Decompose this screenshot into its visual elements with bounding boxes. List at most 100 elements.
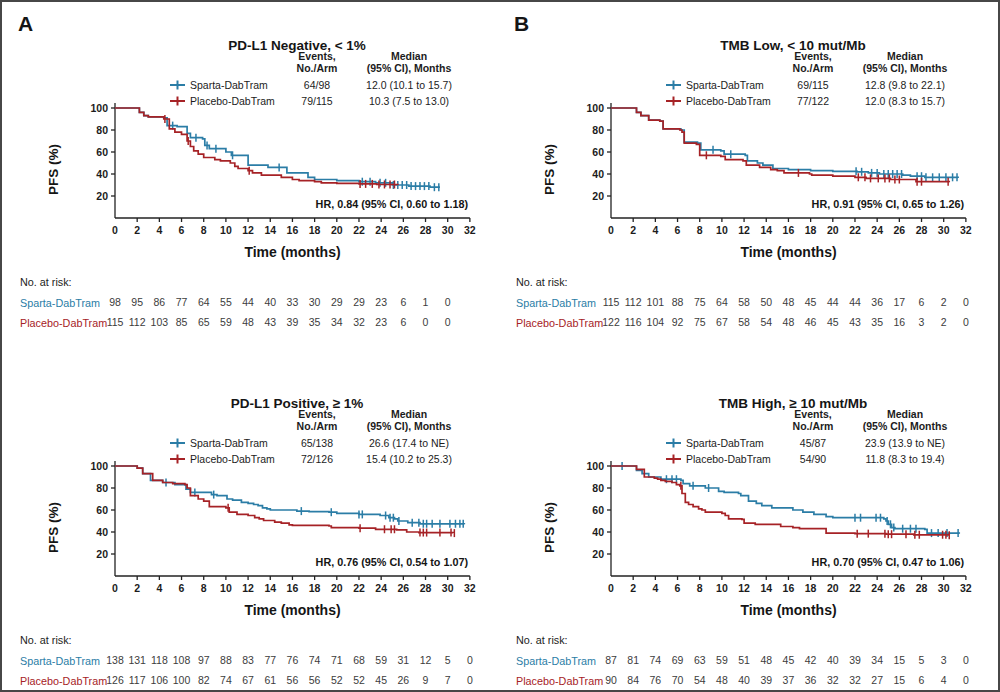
risk-number: 6 [919, 674, 925, 686]
risk-number: 92 [672, 316, 684, 328]
hazard-ratio-annotation: HR, 0.70 (95% CI, 0.47 to 1.06) [812, 556, 964, 568]
risk-number: 116 [625, 316, 642, 328]
risk-row-numbers: 98958677645544403330292923610 [85, 295, 490, 311]
risk-number: 12 [420, 654, 432, 666]
risk-number: 81 [627, 654, 639, 666]
x-tick-label: 26 [397, 224, 409, 236]
hazard-ratio-annotation: HR, 0.84 (95% CI, 0.60 to 1.18) [316, 198, 468, 210]
risk-number: 44 [827, 296, 839, 308]
risk-number: 115 [107, 316, 124, 328]
x-tick-label: 2 [630, 582, 636, 594]
risk-number: 45 [783, 654, 795, 666]
risk-number: 45 [375, 674, 387, 686]
x-tick-label: 28 [420, 582, 432, 594]
x-tick-label: 0 [112, 224, 118, 236]
x-tick-label: 16 [783, 582, 795, 594]
y-tick-label: 60 [592, 504, 604, 516]
x-tick-label: 8 [697, 582, 703, 594]
x-tick-label: 16 [783, 224, 795, 236]
legend-row-sparta: Sparta-DabTram [170, 437, 288, 449]
censor-plus-icon [666, 80, 681, 90]
x-tick-label: 2 [134, 224, 140, 236]
x-tick-label: 10 [220, 582, 232, 594]
risk-number: 23 [375, 316, 387, 328]
x-tick-label: 12 [738, 224, 750, 236]
legend-series-name: Sparta-DabTram [686, 79, 764, 91]
x-tick-label: 18 [309, 582, 321, 594]
risk-number: 40 [264, 296, 276, 308]
x-tick-label: 8 [697, 224, 703, 236]
risk-row-numbers: 12611710610082746761565652524526970 [85, 673, 490, 689]
x-tick-label: 32 [960, 582, 972, 594]
risk-number: 0 [445, 296, 451, 308]
risk-number: 58 [738, 296, 750, 308]
risk-number: 34 [871, 654, 883, 666]
km-curve [115, 466, 464, 524]
legend-median-value: 12.0 (10.1 to 15.7) [346, 79, 472, 91]
risk-number: 87 [605, 654, 617, 666]
y-tick-label: 20 [96, 548, 108, 560]
risk-number: 0 [423, 316, 429, 328]
risk-number: 44 [849, 296, 861, 308]
risk-row-numbers: 8781746963595148454240393415530 [581, 653, 986, 669]
y-tick-label: 100 [90, 102, 108, 114]
risk-number: 29 [331, 296, 343, 308]
risk-number: 6 [400, 296, 406, 308]
risk-row-sparta: Sparta-DabTram 1151121018875645850484544… [516, 296, 986, 312]
risk-number: 50 [760, 296, 772, 308]
risk-number: 51 [738, 654, 750, 666]
x-tick-label: 32 [960, 224, 972, 236]
risk-number: 77 [264, 654, 276, 666]
x-tick-label: 12 [242, 224, 254, 236]
y-tick-label: 80 [96, 124, 108, 136]
risk-row-placebo: Placebo-DabTram 126117106100827467615656… [20, 674, 490, 690]
km-plot: 2040608010002468101214161820222426283032 [85, 96, 490, 246]
risk-number: 0 [467, 674, 473, 686]
risk-number: 4 [941, 674, 947, 686]
risk-number: 108 [173, 654, 191, 666]
x-tick-label: 24 [375, 224, 387, 236]
risk-number: 118 [151, 654, 168, 666]
risk-number: 59 [716, 654, 728, 666]
risk-number: 58 [738, 316, 750, 328]
x-tick-label: 10 [716, 582, 728, 594]
x-tick-label: 4 [652, 582, 658, 594]
legend-row-sparta: Sparta-DabTram [170, 79, 288, 91]
risk-number: 103 [151, 316, 169, 328]
risk-number: 88 [220, 654, 232, 666]
x-tick-label: 20 [827, 582, 839, 594]
legend-events-value: 65/138 [288, 437, 346, 449]
x-tick-label: 18 [805, 582, 817, 594]
risk-number: 131 [128, 654, 146, 666]
x-tick-label: 0 [608, 582, 614, 594]
y-axis-label: PFS (%) [46, 502, 61, 553]
panel-tmb-low: TMB Low, < 10 mut/Mb Events,No./Arm Medi… [506, 12, 990, 342]
panel-pdl1-negative: PD-L1 Negative, < 1% Events,No./Arm Medi… [10, 12, 494, 342]
figure-frame: A B PD-L1 Negative, < 1% Events,No./Arm … [0, 0, 1000, 692]
risk-number: 75 [694, 316, 706, 328]
legend-series-name: Sparta-DabTram [190, 79, 268, 91]
y-axis-label: PFS (%) [46, 144, 61, 195]
censor-plus-icon [170, 80, 185, 90]
risk-number: 32 [849, 674, 861, 686]
x-tick-label: 14 [760, 224, 772, 236]
x-tick-label: 6 [675, 224, 681, 236]
risk-number: 5 [919, 654, 925, 666]
risk-number: 56 [309, 674, 321, 686]
panel-pdl1-positive: PD-L1 Positive, ≥ 1% Events,No./Arm Medi… [10, 370, 494, 692]
legend-events-value: 64/98 [288, 79, 346, 91]
hazard-ratio-annotation: HR, 0.91 (95% CI, 0.65 to 1.26) [812, 198, 964, 210]
x-axis-label: Time (months) [105, 602, 480, 618]
risk-number: 39 [849, 654, 861, 666]
x-tick-label: 28 [420, 224, 432, 236]
risk-number: 35 [871, 316, 883, 328]
risk-number: 56 [287, 674, 299, 686]
risk-number: 48 [783, 296, 795, 308]
y-tick-label: 60 [96, 146, 108, 158]
risk-number: 54 [694, 674, 706, 686]
risk-number: 84 [627, 674, 639, 686]
km-plot: 2040608010002468101214161820222426283032 [85, 454, 490, 604]
risk-number: 100 [173, 674, 191, 686]
x-tick-label: 14 [264, 582, 276, 594]
risk-number: 126 [106, 674, 124, 686]
